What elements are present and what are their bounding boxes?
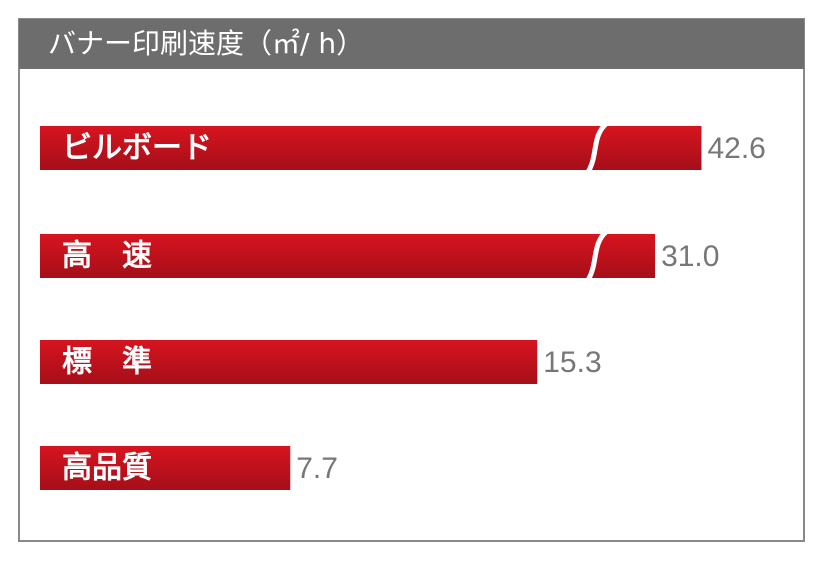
bar — [40, 446, 291, 490]
category-label: ビルボード — [62, 131, 212, 166]
value-label: 31.0 — [661, 240, 719, 273]
break-mark — [585, 122, 608, 174]
category-label: 標 準 — [62, 345, 152, 380]
break-mark — [585, 230, 608, 282]
bar — [40, 234, 656, 278]
value-label: 15.3 — [543, 346, 601, 379]
title-bar — [19, 19, 804, 69]
category-label: 高 速 — [62, 239, 152, 274]
chart-title: バナー印刷速度（㎡/ h） — [48, 27, 364, 60]
bar — [40, 340, 538, 384]
value-label: 42.6 — [707, 132, 765, 165]
value-label: 7.7 — [296, 452, 338, 485]
category-label: 高品質 — [62, 451, 152, 486]
